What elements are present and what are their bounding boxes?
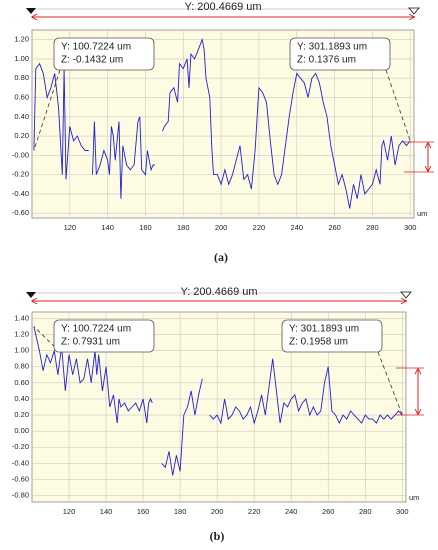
x-tick-label: 260: [328, 223, 341, 232]
annotation-text: Z: 0.1376 um: [297, 55, 356, 66]
y-tick-label: 1.20: [14, 330, 29, 339]
annotation-box: [53, 319, 155, 353]
y-tick-label: 1.00: [14, 54, 29, 63]
y-tick-label: -0.40: [12, 458, 29, 467]
ruler-title: Y: 200.4669 um: [180, 286, 257, 298]
y-tick-label: 0.40: [14, 394, 29, 403]
annotation-text: Z: 0.1958 um: [289, 337, 348, 348]
y-tick-label: 0.40: [14, 112, 29, 121]
ruler-title: Y: 200.4669 um: [184, 1, 261, 13]
y-tick-label: 0.80: [14, 362, 29, 371]
y-tick-label: 0.60: [14, 378, 29, 387]
x-tick-label: 160: [137, 507, 150, 516]
annotation-text: Y: 301.1893 um: [297, 42, 367, 53]
annotation-text: Z: 0.7931 um: [61, 337, 120, 348]
x-tick-label: 240: [285, 507, 298, 516]
x-tick-label: 180: [177, 223, 190, 232]
ruler-left-marker: [26, 292, 36, 298]
x-axis-unit: um: [409, 493, 419, 502]
x-tick-label: 220: [253, 223, 266, 232]
x-tick-label: 140: [101, 223, 114, 232]
annotation-box: [289, 37, 391, 71]
annotation-text: Y: 100.7224 um: [61, 42, 131, 53]
annotation-text: Y: 301.1893 um: [289, 324, 359, 335]
y-tick-label: -0.40: [12, 189, 29, 198]
y-tick-label: -0.20: [12, 442, 29, 451]
ruler-right-marker: [408, 7, 420, 15]
profile-line: [33, 326, 403, 476]
x-tick-label: 300: [404, 223, 417, 232]
x-tick-label: 260: [322, 507, 335, 516]
y-tick-label: 1.20: [14, 35, 29, 44]
annotation-leader: [33, 69, 61, 151]
y-tick-label: -0.80: [12, 491, 29, 500]
x-tick-label: 280: [366, 223, 379, 232]
x-tick-label: 280: [359, 507, 372, 516]
x-tick-label: 240: [290, 223, 303, 232]
annotation-leader: [385, 69, 411, 142]
y-tick-label: 0.80: [14, 73, 29, 82]
y-tick-label: 0.20: [14, 410, 29, 419]
annotation-leader: [33, 326, 61, 353]
annotation-leader: [377, 351, 403, 416]
annotation-box: [281, 319, 383, 353]
x-tick-label: 120: [64, 223, 77, 232]
x-tick-label: 160: [139, 223, 152, 232]
y-tick-label: 1.40: [14, 313, 29, 322]
x-tick-label: 220: [248, 507, 261, 516]
x-axis-unit: um: [417, 209, 427, 218]
y-tick-label: -0.60: [12, 208, 29, 217]
annotation-text: Z: -0.1432 um: [61, 55, 123, 66]
caption: (a): [214, 250, 228, 264]
ruler-left-marker: [26, 8, 36, 14]
x-tick-label: 300: [396, 507, 409, 516]
caption: (b): [210, 529, 225, 543]
y-tick-label: 1.00: [14, 346, 29, 355]
x-tick-label: 200: [215, 223, 228, 232]
annotation-text: Y: 100.7224 um: [61, 324, 131, 335]
y-tick-label: -0.00: [12, 150, 29, 159]
y-tick-label: 0.00: [14, 426, 29, 435]
y-tick-label: -0.60: [12, 474, 29, 483]
y-tick-label: 0.20: [14, 131, 29, 140]
ruler-right-marker: [400, 291, 412, 299]
y-tick-label: -0.20: [12, 170, 29, 179]
x-tick-label: 180: [174, 507, 187, 516]
x-tick-label: 140: [100, 507, 113, 516]
x-tick-label: 200: [211, 507, 224, 516]
x-tick-label: 120: [63, 507, 76, 516]
annotation-box: [53, 37, 155, 71]
profile-line: [33, 37, 411, 209]
y-tick-label: 0.60: [14, 92, 29, 101]
